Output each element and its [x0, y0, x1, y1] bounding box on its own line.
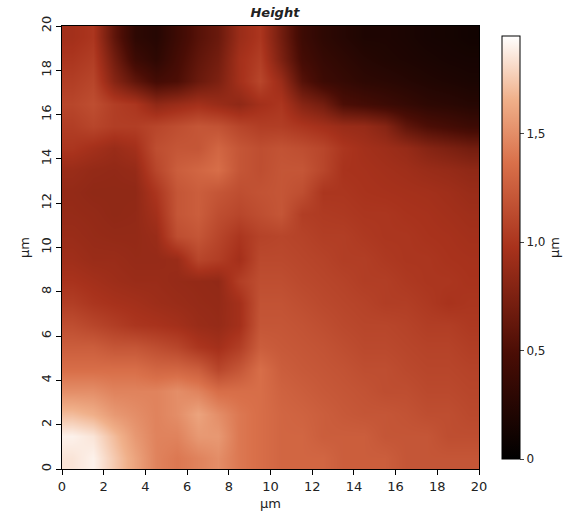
svg-text:18: 18 — [39, 60, 54, 77]
svg-text:12: 12 — [304, 479, 321, 494]
svg-text:0,5: 0,5 — [526, 344, 545, 358]
svg-text:0: 0 — [526, 452, 534, 466]
svg-text:20: 20 — [471, 479, 488, 494]
svg-text:µm: µm — [260, 496, 281, 511]
svg-text:µm: µm — [547, 237, 562, 258]
svg-text:8: 8 — [39, 286, 54, 294]
svg-text:18: 18 — [429, 479, 446, 494]
svg-text:6: 6 — [183, 479, 191, 494]
svg-text:8: 8 — [225, 479, 233, 494]
svg-text:1,0: 1,0 — [526, 235, 545, 249]
svg-text:2: 2 — [39, 419, 54, 427]
svg-text:µm: µm — [17, 237, 32, 258]
svg-text:4: 4 — [141, 479, 149, 494]
svg-text:12: 12 — [39, 193, 54, 210]
svg-text:20: 20 — [39, 16, 54, 33]
svg-text:14: 14 — [39, 149, 54, 166]
svg-text:1,5: 1,5 — [526, 127, 545, 141]
svg-text:14: 14 — [346, 479, 363, 494]
svg-text:10: 10 — [262, 479, 279, 494]
svg-text:2: 2 — [100, 479, 108, 494]
svg-text:16: 16 — [39, 104, 54, 121]
svg-text:Height: Height — [250, 5, 300, 20]
svg-text:16: 16 — [387, 479, 404, 494]
svg-text:4: 4 — [39, 374, 54, 382]
svg-text:0: 0 — [39, 463, 54, 471]
svg-text:0: 0 — [58, 479, 66, 494]
svg-text:10: 10 — [39, 237, 54, 254]
svg-text:6: 6 — [39, 330, 54, 338]
